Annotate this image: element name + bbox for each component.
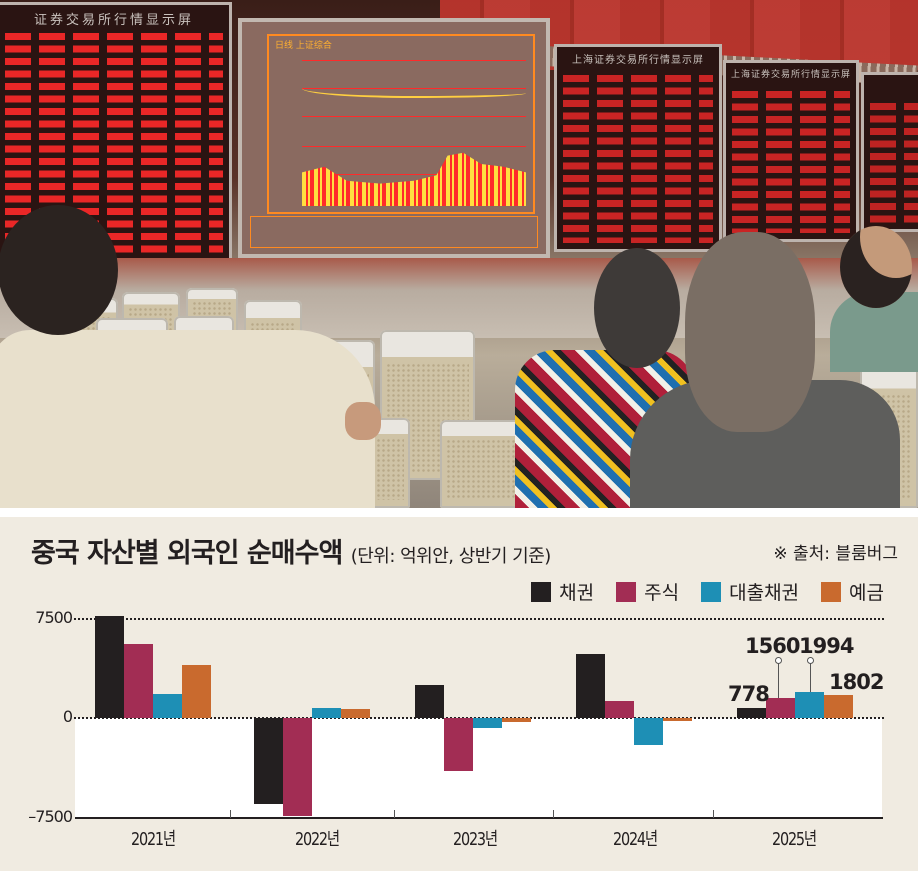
legend-swatch-deposit <box>821 581 842 602</box>
x-tick <box>394 810 395 818</box>
bar-2025-deposit <box>824 695 853 718</box>
bar-2025-bond <box>737 708 766 718</box>
bar-2022-loan <box>312 708 341 718</box>
bar-2024-loan <box>634 718 663 745</box>
legend-item-stock: 주식 <box>616 578 679 605</box>
board-title: 证券交易所行情显示屏 <box>33 13 194 28</box>
bar-2022-bond <box>254 718 283 804</box>
x-label-2021: 2021년 <box>131 829 176 850</box>
bar-2021-bond <box>95 616 124 718</box>
data-label-2025-deposit: 1802 <box>829 670 884 694</box>
bar-2023-deposit <box>502 718 531 722</box>
legend-item-loan: 대출채권 <box>701 578 799 605</box>
bar-2025-loan <box>795 692 824 718</box>
y-tick-label: 7500 <box>35 608 73 627</box>
x-axis <box>75 817 883 819</box>
x-label-2025: 2025년 <box>772 829 817 850</box>
bar-2022-stock <box>283 718 312 816</box>
chart-unit: (단위: 억위안, 상반기 기준) <box>350 546 552 567</box>
x-label-2024: 2024년 <box>613 829 658 850</box>
legend-swatch-loan <box>701 581 722 602</box>
data-label-2025-loan: 1994 <box>799 634 854 658</box>
chart-legend: 채권 주식 대출채권 예금 <box>531 578 884 605</box>
chart-source: ※ 출처: 블룸버그 <box>773 544 898 564</box>
chart-title: 중국 자산별 외국인 순매수액 (단위: 억위안, 상반기 기준) <box>31 531 551 570</box>
negative-region <box>75 718 882 818</box>
bar-2021-stock <box>124 644 153 718</box>
photo-divider <box>0 508 918 517</box>
x-tick <box>553 810 554 818</box>
bar-2023-bond <box>415 685 444 718</box>
bar-2021-loan <box>153 694 182 718</box>
quote-board-center: 上海证券交易所行情显示屏 <box>554 44 722 252</box>
bar-2024-bond <box>576 654 605 718</box>
bar-2022-deposit <box>341 709 370 718</box>
bar-2025-stock <box>766 698 795 718</box>
leader-line-stock <box>775 657 782 698</box>
chart-title-text: 중국 자산별 외국인 순매수액 <box>31 538 343 569</box>
legend-item-deposit: 예금 <box>821 578 884 605</box>
legend-item-bond: 채권 <box>531 578 594 605</box>
chart-board-title: 日线 上证综合 <box>275 41 332 51</box>
legend-swatch-stock <box>616 581 637 602</box>
y-tick-label: 0 <box>62 707 73 726</box>
bar-2023-stock <box>444 718 473 771</box>
legend-swatch-bond <box>531 581 552 602</box>
x-tick <box>713 810 714 818</box>
news-photo: 证券交易所行情显示屏 日线 上证综合 上海证券交易所行情显示屏 上海证券交易所行… <box>0 0 918 508</box>
bar-2024-deposit <box>663 718 692 721</box>
x-label-2023: 2023년 <box>453 829 498 850</box>
quote-board-right: 上海证券交易所行情显示屏 <box>723 60 859 242</box>
data-label-2025-stock: 1560 <box>745 634 800 658</box>
leader-line-loan <box>807 657 814 692</box>
x-label-2022: 2022년 <box>295 829 340 850</box>
y-tick-label: –7500 <box>28 807 73 826</box>
bar-2021-deposit <box>182 665 211 718</box>
data-label-2025-bond: 778 <box>728 682 770 706</box>
bar-2024-stock <box>605 701 634 718</box>
quote-board-far-right <box>861 72 918 232</box>
index-chart-board: 日线 上证综合 <box>238 18 550 258</box>
x-tick <box>230 810 231 818</box>
gridline-7500 <box>74 618 884 620</box>
bar-2023-loan <box>473 718 502 728</box>
